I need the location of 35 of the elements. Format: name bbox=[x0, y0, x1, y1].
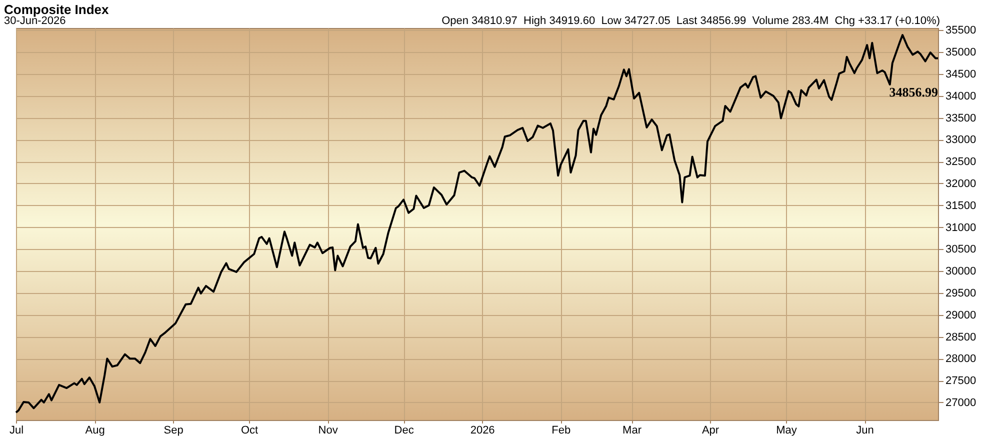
y-tick-label: 32500 bbox=[946, 156, 976, 168]
x-tick-label: Apr bbox=[702, 424, 720, 436]
y-tick-label: 32000 bbox=[946, 178, 976, 190]
x-tick-label: Feb bbox=[552, 424, 571, 436]
y-tick-label: 35500 bbox=[946, 24, 976, 37]
y-tick-label: 28000 bbox=[946, 353, 976, 366]
y-tick-label: 33500 bbox=[946, 112, 976, 124]
y-tick-label: 34500 bbox=[946, 68, 976, 80]
x-tick-label: Mar bbox=[622, 424, 642, 436]
x-tick-label: Jun bbox=[856, 424, 874, 436]
y-tick-label: 27500 bbox=[946, 375, 976, 388]
y-tick-label: 31000 bbox=[946, 222, 976, 234]
x-tick-label: Jul bbox=[9, 424, 24, 436]
y-tick-label: 33000 bbox=[946, 134, 976, 146]
y-tick-label: 29500 bbox=[946, 287, 976, 300]
x-tick-label: Oct bbox=[240, 424, 258, 436]
x-tick-label: 2026 bbox=[470, 424, 495, 436]
line-series bbox=[15, 34, 939, 414]
y-tick-label: 31500 bbox=[946, 200, 976, 212]
x-tick-label: Sep bbox=[164, 424, 184, 436]
y-tick-label: 27000 bbox=[946, 396, 976, 409]
chart-subtitle: 30-Jun-2026 bbox=[4, 15, 66, 27]
y-tick-label: 30000 bbox=[946, 266, 976, 278]
y-tick-label: 29000 bbox=[946, 309, 976, 322]
text: Open 34810.97 High 34919.60 Low 34727.05 Last 34856.99 Volume 283.4M Chg +33.17 (+0.10%) bbox=[442, 15, 940, 27]
y-tick-label: 35000 bbox=[946, 46, 976, 59]
x-tick-label: May bbox=[776, 424, 798, 436]
y-tick-label: 34000 bbox=[946, 90, 976, 102]
chart-title: Composite Index bbox=[4, 2, 109, 17]
x-tick-label: Aug bbox=[85, 424, 105, 436]
x-tick-label: Dec bbox=[394, 424, 414, 436]
y-tick-label: 28500 bbox=[946, 331, 976, 344]
x-tick-label: Nov bbox=[318, 424, 338, 436]
annotation: 34856.99 bbox=[889, 84, 938, 100]
y-tick-label: 30500 bbox=[946, 244, 976, 256]
